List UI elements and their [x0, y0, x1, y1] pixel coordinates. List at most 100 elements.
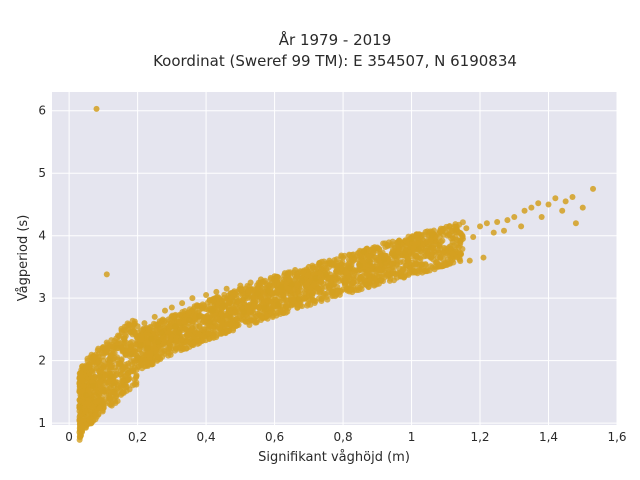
data-point [477, 223, 484, 230]
x-tick-label: 1,4 [539, 430, 558, 444]
data-point [290, 286, 297, 293]
data-point [572, 220, 579, 227]
data-points [76, 105, 597, 443]
data-point [227, 313, 234, 320]
data-point [538, 213, 545, 220]
data-point [107, 357, 114, 364]
data-point [85, 387, 92, 394]
data-point [435, 242, 442, 249]
data-point [412, 239, 419, 246]
data-point [292, 267, 299, 274]
data-point [124, 320, 131, 327]
data-point [282, 309, 289, 316]
data-point [374, 245, 381, 252]
data-point [104, 345, 111, 352]
data-point [466, 257, 473, 264]
data-point [127, 329, 134, 336]
data-point [254, 317, 261, 324]
data-point [294, 281, 301, 288]
data-point [395, 246, 402, 253]
data-point [100, 401, 107, 408]
data-point [367, 258, 374, 265]
data-point [521, 207, 528, 214]
data-point [275, 301, 281, 308]
data-point [106, 378, 113, 385]
data-point [77, 432, 84, 439]
y-tick-label: 3 [38, 291, 46, 305]
data-point [124, 367, 131, 374]
data-point [333, 268, 340, 275]
data-point [141, 320, 148, 327]
data-point [298, 277, 305, 284]
data-point [305, 263, 312, 270]
data-point [318, 278, 325, 285]
data-point [432, 263, 439, 270]
data-point [155, 338, 162, 345]
data-point [470, 233, 477, 240]
data-point [281, 270, 288, 277]
data-point [511, 213, 518, 220]
y-tick-label: 6 [38, 104, 46, 118]
data-point [437, 227, 444, 234]
data-point [350, 251, 357, 258]
data-point [176, 311, 183, 318]
data-point [518, 223, 525, 230]
data-point [252, 295, 259, 302]
data-point [269, 290, 276, 297]
data-point [408, 235, 415, 242]
data-point [270, 282, 277, 289]
data-point [191, 328, 198, 335]
data-point [377, 261, 384, 268]
data-point [304, 302, 311, 309]
data-point [220, 302, 227, 309]
data-point [309, 296, 316, 303]
data-point [390, 268, 397, 275]
data-point [430, 245, 437, 252]
data-point [270, 301, 277, 308]
data-point [125, 376, 132, 383]
data-point [164, 345, 171, 352]
data-point [206, 318, 213, 325]
data-point [443, 223, 450, 230]
data-point [98, 394, 105, 401]
data-point [214, 315, 221, 322]
data-point [244, 295, 251, 302]
data-point [166, 323, 173, 330]
data-point [350, 284, 357, 291]
data-point [113, 391, 120, 398]
data-point [264, 313, 271, 320]
data-point [411, 268, 418, 275]
y-axis-title: Vågperiod (s) [16, 215, 31, 302]
data-point [185, 317, 192, 324]
data-point [426, 267, 433, 274]
data-point [371, 281, 378, 288]
x-tick-label: 0,6 [265, 430, 284, 444]
data-point [425, 243, 432, 250]
data-point [195, 331, 202, 338]
data-point [92, 411, 99, 418]
data-point [456, 249, 463, 256]
data-point [181, 341, 188, 348]
data-point [325, 289, 332, 296]
y-tick-label: 5 [38, 166, 46, 180]
y-axis-ticks: 1 2 3 4 5 6 [38, 104, 46, 430]
data-point [323, 265, 330, 272]
data-point [389, 260, 396, 267]
data-point [113, 370, 120, 377]
data-point [429, 231, 436, 238]
data-point [327, 271, 334, 278]
data-point [151, 313, 158, 320]
data-point [480, 254, 487, 261]
data-point [430, 256, 437, 263]
data-point [559, 207, 566, 214]
x-tick-label: 1 [408, 430, 416, 444]
data-point [398, 273, 405, 280]
data-point [159, 316, 166, 323]
data-point [294, 273, 301, 280]
data-point [437, 263, 444, 270]
data-point [329, 288, 336, 295]
data-point [119, 377, 126, 384]
data-point [415, 246, 422, 253]
data-point [410, 244, 417, 251]
data-point [350, 276, 357, 283]
